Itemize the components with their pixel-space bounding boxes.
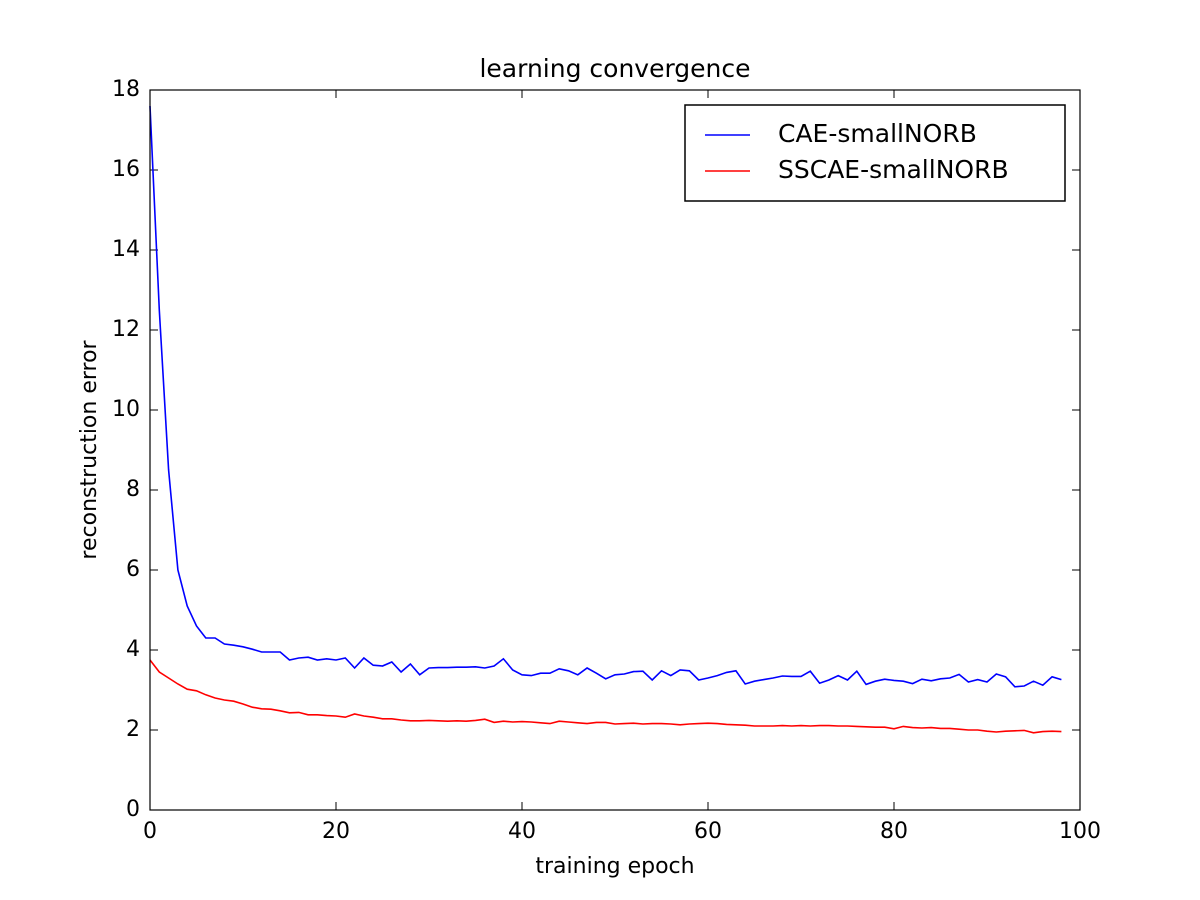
x-tick-label: 100 — [1059, 819, 1101, 844]
x-tick-label: 60 — [694, 819, 722, 844]
series-line — [149, 659, 1062, 734]
x-tick-label: 40 — [508, 819, 536, 844]
y-tick-label: 0 — [126, 797, 140, 822]
series-line — [149, 105, 1062, 688]
plot-frame — [149, 89, 1081, 811]
y-tick-label: 6 — [126, 557, 140, 582]
y-tick-label: 2 — [126, 717, 140, 742]
y-tick-label: 16 — [112, 157, 140, 182]
chart-title: learning convergence — [479, 54, 750, 83]
x-tick-label: 0 — [143, 819, 157, 844]
y-tick-label: 8 — [126, 477, 140, 502]
y-tick-label: 14 — [112, 237, 140, 262]
legend-box — [684, 104, 1066, 202]
x-axis-label: training epoch — [535, 854, 694, 879]
y-tick-label: 18 — [112, 77, 140, 102]
legend-label: CAE-smallNORB — [778, 119, 977, 148]
legend-label: SSCAE-smallNORB — [778, 155, 1009, 184]
y-tick-label: 10 — [112, 397, 140, 422]
y-axis-label: reconstruction error — [77, 339, 102, 559]
x-tick-label: 80 — [880, 819, 908, 844]
y-tick-label: 12 — [112, 317, 140, 342]
x-tick-label: 20 — [322, 819, 350, 844]
y-tick-label: 4 — [126, 637, 140, 662]
